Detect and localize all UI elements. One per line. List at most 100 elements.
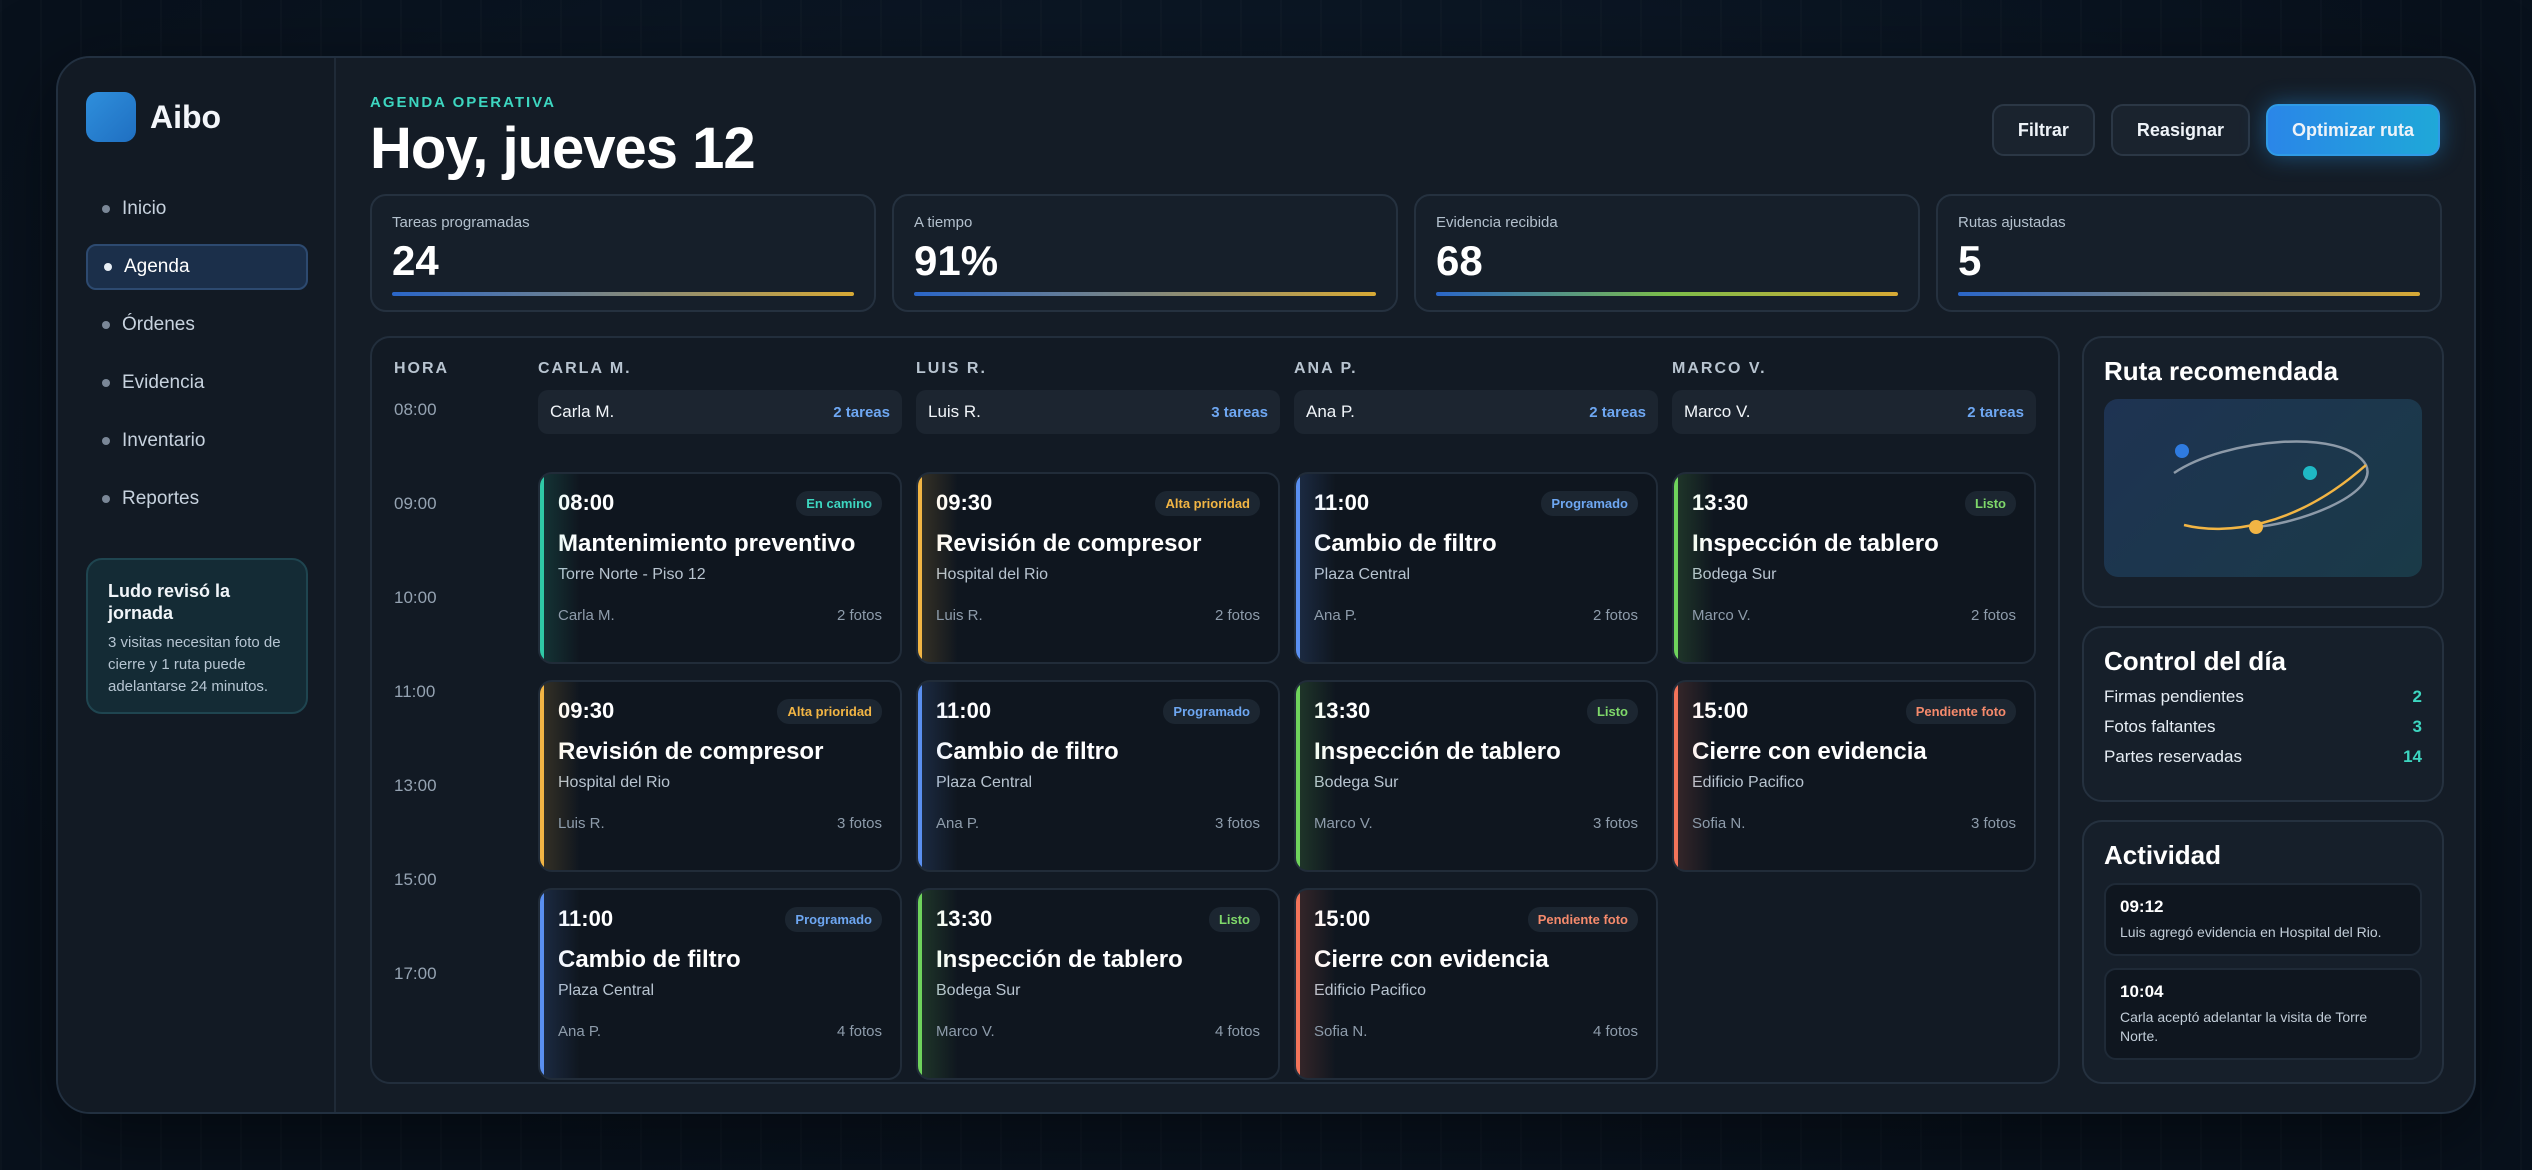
- sidebar-item-reportes[interactable]: Reportes: [86, 476, 308, 522]
- task-photo-count: 2 fotos: [1970, 607, 2016, 624]
- header-actions: Filtrar Reasignar Optimizar ruta: [1991, 104, 2440, 156]
- task-photo-count: 4 fotos: [836, 1023, 882, 1040]
- task-time: 11:00: [1314, 490, 1370, 515]
- technician-row[interactable]: Carla M. 2 tareas: [538, 390, 902, 434]
- route-end-icon[interactable]: [2249, 520, 2263, 534]
- brand-name: Aibo: [150, 98, 222, 135]
- column-header: CARLA M.: [538, 360, 632, 377]
- dot-icon: [104, 263, 112, 271]
- column-header: ANA P.: [1294, 360, 1358, 377]
- task-accent-bar: [1296, 474, 1300, 662]
- brand[interactable]: Aibo: [86, 92, 221, 142]
- task-location: Hospital del Rio: [936, 566, 1049, 583]
- hour-label: 15:00: [394, 870, 437, 889]
- activity-text: Carla aceptó adelantar la visita de Torr…: [2120, 1009, 2368, 1044]
- task-title: Revisión de compresor: [936, 530, 1202, 557]
- task-title: Cambio de filtro: [1314, 530, 1497, 557]
- task-accent-bar: [540, 474, 544, 662]
- sidebar-item-ordenes[interactable]: Órdenes: [86, 302, 308, 348]
- task-card[interactable]: 11:00 Programado Cambio de filtro Plaza Cen…: [538, 888, 902, 1080]
- task-time: 13:30: [1692, 490, 1749, 515]
- hour-label: 11:00: [394, 682, 436, 701]
- stat-bar: [1958, 292, 2420, 296]
- activity-item[interactable]: 10:04 Carla aceptó adelantar la visita d…: [2104, 968, 2422, 1060]
- task-card[interactable]: 13:30 Listo Inspección de tablero Bodega Su…: [1294, 680, 1658, 872]
- column-header: MARCO V.: [1672, 360, 1767, 377]
- task-header: 15:00 Pendiente foto: [1314, 906, 1638, 932]
- sidebar-item-inventario[interactable]: Inventario: [86, 418, 308, 464]
- task-footer: Sofia N. 4 fotos: [1314, 1023, 1638, 1040]
- sidebar-item-inicio[interactable]: Inicio: [86, 186, 308, 232]
- stat-bar: [392, 292, 854, 296]
- task-card[interactable]: 11:00 Programado Cambio de filtro Plaza Cen…: [1294, 472, 1658, 664]
- sidebar-item-evidencia[interactable]: Evidencia: [86, 360, 308, 406]
- task-card[interactable]: 13:30 Listo Inspección de tablero Bodega Su…: [916, 888, 1280, 1080]
- hour-label: 10:00: [394, 588, 437, 607]
- task-location: Torre Norte - Piso 12: [558, 566, 706, 583]
- task-card[interactable]: 11:00 Programado Cambio de filtro Plaza Cen…: [916, 680, 1280, 872]
- stat-value: 68: [1436, 237, 1483, 284]
- status-badge: Programado: [1541, 490, 1638, 516]
- control-title: Control del día: [2104, 646, 2286, 676]
- task-header: 09:30 Alta prioridad: [936, 490, 1260, 516]
- hour-label: 17:00: [394, 964, 437, 983]
- task-time: 08:00: [558, 490, 615, 515]
- route-stop-icon[interactable]: [2303, 466, 2317, 480]
- status-badge: Pendiente foto: [1527, 906, 1638, 932]
- hour-label: 13:00: [394, 776, 437, 795]
- task-time: 09:30: [936, 490, 993, 515]
- technician-name: Marco V.: [1684, 402, 1751, 421]
- task-footer: Ana P. 3 fotos: [936, 815, 1260, 832]
- status-badge: En camino: [796, 490, 882, 516]
- task-count: 2 tareas: [833, 403, 890, 421]
- route-panel: Ruta recomendada: [2082, 336, 2444, 608]
- task-card[interactable]: 08:00 En camino Mantenimiento preventivo To…: [538, 472, 902, 664]
- task-accent-glow: [1674, 682, 1714, 870]
- task-header: 09:30 Alta prioridad: [558, 698, 882, 724]
- task-card[interactable]: 13:30 Listo Inspección de tablero Bodega Su…: [1672, 472, 2036, 664]
- activity-item[interactable]: 09:12 Luis agregó evidencia en Hospital …: [2104, 883, 2422, 956]
- task-accent-bar: [1296, 890, 1300, 1078]
- assistant-card[interactable]: Ludo revisó la jornada 3 visitas necesit…: [86, 558, 308, 714]
- task-accent-glow: [540, 682, 580, 870]
- route-map[interactable]: [2104, 399, 2422, 577]
- task-time: 13:30: [1314, 698, 1371, 723]
- task-header: 08:00 En camino: [558, 490, 882, 516]
- technician-row[interactable]: Luis R. 3 tareas: [916, 390, 1280, 434]
- reassign-button[interactable]: Reasignar: [2110, 104, 2250, 156]
- route-start-icon[interactable]: [2175, 444, 2189, 458]
- task-header: 13:30 Listo: [936, 906, 1260, 932]
- route-path-main: [2183, 464, 2367, 531]
- task-title: Cambio de filtro: [558, 946, 741, 973]
- task-card[interactable]: 09:30 Alta prioridad Revisión de compresor…: [538, 680, 902, 872]
- technician-row[interactable]: Marco V. 2 tareas: [1672, 390, 2036, 434]
- assistant-title: Ludo revisó la jornada: [108, 581, 231, 623]
- technician-row[interactable]: Ana P. 2 tareas: [1294, 390, 1658, 434]
- filter-button[interactable]: Filtrar: [1991, 104, 2095, 156]
- sidebar-item-agenda[interactable]: Agenda: [86, 244, 308, 290]
- task-accent-bar: [540, 890, 544, 1078]
- dot-icon: [102, 379, 110, 387]
- task-title: Cierre con evidencia: [1314, 946, 1549, 973]
- task-card[interactable]: 15:00 Pendiente foto Cierre con evidencia E…: [1294, 888, 1658, 1080]
- task-time: 11:00: [558, 906, 614, 931]
- task-technician: Marco V.: [1314, 815, 1373, 832]
- task-location: Plaza Central: [936, 774, 1033, 791]
- optimize-route-button[interactable]: Optimizar ruta: [2265, 104, 2440, 156]
- task-card[interactable]: 15:00 Pendiente foto Cierre con evidencia E…: [1672, 680, 2036, 872]
- sidebar: Aibo Inicio Agenda Órdenes Evidencia Inv…: [58, 58, 336, 1112]
- task-title: Inspección de tablero: [1692, 530, 1939, 557]
- task-footer: Luis R. 2 fotos: [936, 607, 1260, 624]
- task-accent-bar: [918, 682, 922, 870]
- task-card[interactable]: 09:30 Alta prioridad Revisión de compresor…: [916, 472, 1280, 664]
- route-map-graphic: [2173, 440, 2369, 534]
- status-badge: Alta prioridad: [1155, 490, 1260, 516]
- task-technician: Luis R.: [936, 607, 983, 624]
- task-photo-count: 3 fotos: [1214, 815, 1260, 832]
- task-time: 11:00: [936, 698, 992, 723]
- hour-column-header: HORA: [394, 360, 450, 377]
- route-path-alt: [2173, 440, 2369, 529]
- stat-value: 5: [1958, 237, 1982, 284]
- task-location: Bodega Sur: [936, 982, 1021, 999]
- task-header: 11:00 Programado: [936, 698, 1260, 724]
